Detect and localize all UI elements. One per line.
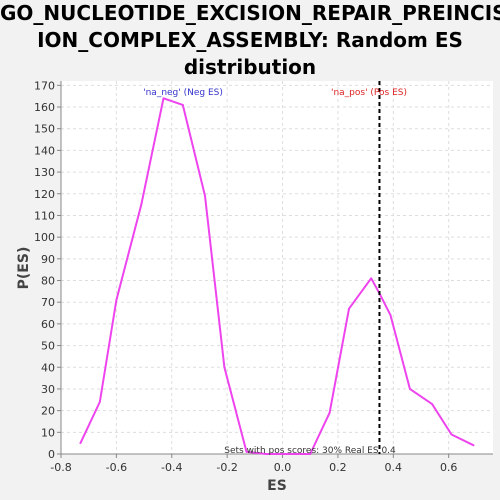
chart-title-line-3: distribution bbox=[183, 55, 317, 79]
y-tick-label: 160 bbox=[34, 101, 55, 114]
data-point bbox=[431, 403, 433, 406]
y-ticks: 0 10 20 30 40 50 60 70 80 90 100 110 120 130 140 150 160… bbox=[34, 79, 61, 461]
data-point bbox=[115, 299, 118, 301]
y-tick-label: 40 bbox=[41, 361, 55, 374]
x-tick-label: -0.2 bbox=[216, 461, 237, 474]
x-tick-label: 0.4 bbox=[385, 461, 403, 474]
data-point bbox=[98, 401, 101, 403]
y-tick-label: 170 bbox=[34, 79, 55, 92]
data-point bbox=[140, 203, 143, 206]
chart-title-line-1: GO_NUCLEOTIDE_EXCISION_REPAIR_PREINCIS bbox=[0, 1, 500, 25]
chart-title-line-2: ION_COMPLEX_ASSEMBLY: Random ES bbox=[37, 28, 463, 52]
data-point bbox=[204, 195, 206, 197]
x-tick-label: -0.8 bbox=[50, 461, 71, 474]
y-tick-label: 10 bbox=[41, 426, 55, 439]
data-point bbox=[370, 277, 373, 280]
data-point bbox=[450, 433, 453, 436]
data-point bbox=[309, 453, 312, 455]
data-point bbox=[162, 97, 165, 100]
data-point bbox=[245, 450, 248, 453]
y-tick-label: 70 bbox=[41, 296, 55, 309]
y-tick-label: 130 bbox=[34, 166, 55, 179]
data-point bbox=[389, 314, 392, 317]
y-tick-label: 100 bbox=[34, 231, 55, 244]
x-tick-label: 0.6 bbox=[440, 461, 458, 474]
data-point bbox=[472, 444, 475, 447]
y-tick-label: 150 bbox=[34, 123, 55, 136]
x-tick-label: -0.4 bbox=[161, 461, 182, 474]
data-point bbox=[348, 307, 350, 310]
y-tick-label: 50 bbox=[41, 340, 55, 353]
y-tick-label: 20 bbox=[41, 405, 55, 418]
x-tick-label: 0.2 bbox=[329, 461, 347, 474]
x-axis-label: ES bbox=[267, 478, 287, 494]
y-tick-label: 120 bbox=[34, 188, 55, 201]
y-tick-label: 110 bbox=[34, 209, 55, 222]
neg-label: 'na_neg' (Neg ES) bbox=[143, 88, 223, 98]
data-point bbox=[409, 388, 411, 390]
y-axis-label: P(ES) bbox=[16, 247, 32, 290]
data-point bbox=[223, 366, 226, 369]
chart-title: GO_NUCLEOTIDE_EXCISION_REPAIR_PREINCIS I… bbox=[0, 0, 500, 81]
stats-label: Sets with pos scores: 30% Real ES 0.4 bbox=[224, 446, 396, 456]
y-tick-label: 0 bbox=[48, 448, 55, 461]
data-point bbox=[181, 103, 184, 106]
data-point bbox=[287, 453, 289, 455]
y-tick-label: 80 bbox=[41, 275, 55, 288]
plot-area bbox=[61, 81, 493, 454]
data-point bbox=[265, 453, 267, 455]
y-tick-label: 30 bbox=[41, 383, 55, 396]
x-ticks: -0.8 -0.6 -0.4 -0.2 0.0 0.2 0.4 0.6 bbox=[50, 454, 457, 474]
y-tick-label: 90 bbox=[41, 253, 55, 266]
data-point bbox=[328, 411, 331, 414]
series-layer bbox=[79, 97, 475, 455]
data-point bbox=[79, 442, 82, 445]
x-tick-label: 0.0 bbox=[274, 461, 292, 474]
pos-label: 'na_pos' (Pos ES) bbox=[331, 88, 407, 98]
y-tick-label: 140 bbox=[34, 144, 55, 157]
x-tick-label: -0.6 bbox=[106, 461, 127, 474]
y-tick-label: 60 bbox=[41, 318, 55, 331]
